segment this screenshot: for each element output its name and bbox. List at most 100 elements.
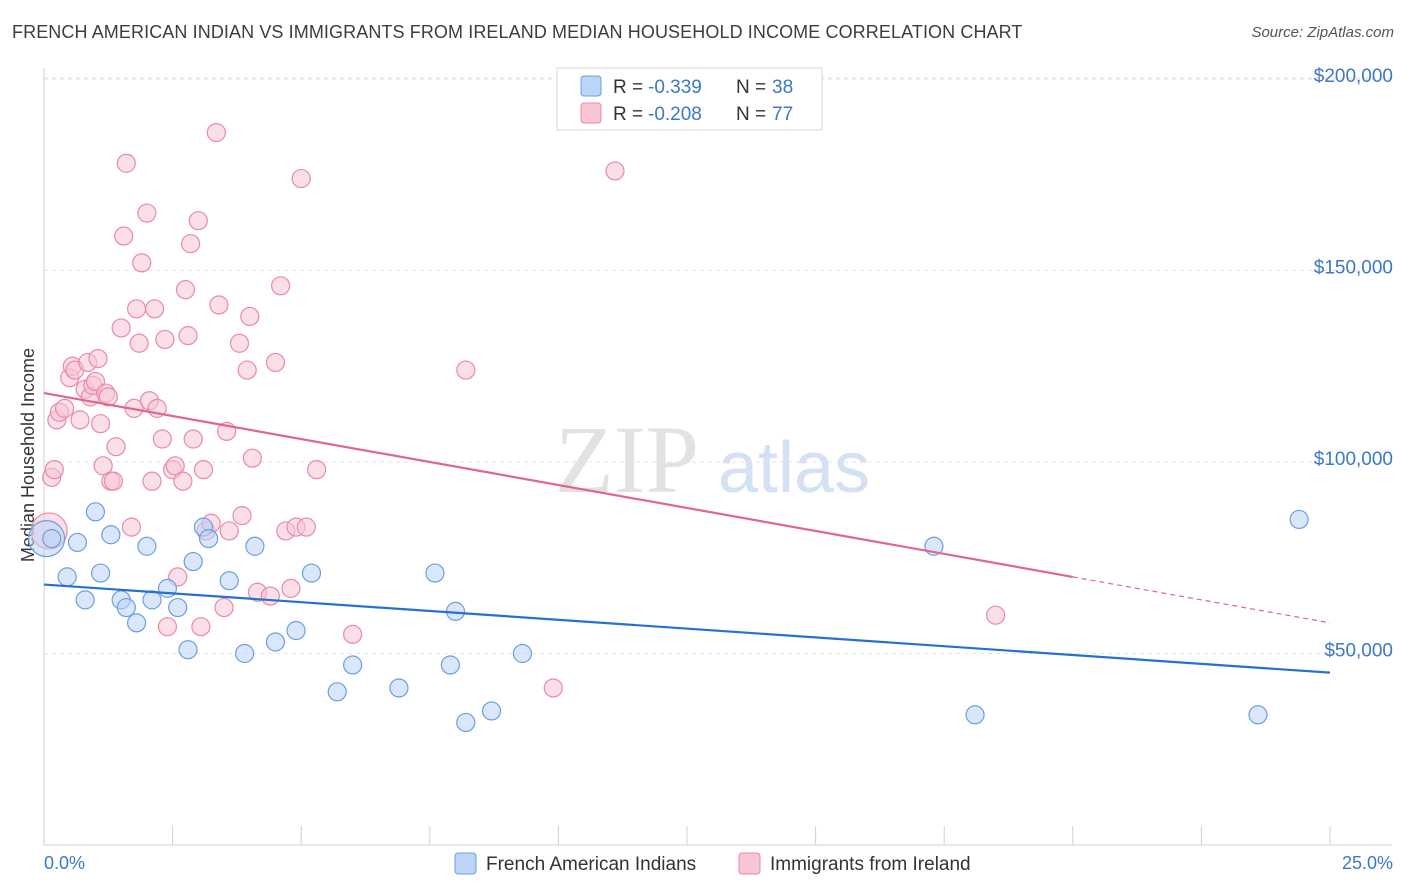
point-immigrants-from-ireland-75 bbox=[543, 678, 563, 698]
point-immigrants-from-ireland-26 bbox=[116, 153, 136, 173]
point-immigrants-from-ireland-30 bbox=[129, 333, 149, 353]
point-french-american-indians-28 bbox=[389, 678, 409, 698]
point-immigrants-from-ireland-45 bbox=[178, 326, 198, 346]
point-immigrants-from-ireland-58 bbox=[229, 333, 250, 353]
axes bbox=[43, 68, 1392, 846]
point-immigrants-from-ireland-53 bbox=[206, 123, 226, 143]
point-immigrants-from-ireland-77 bbox=[986, 605, 1006, 625]
stats-r-value-1: -0.339 bbox=[648, 77, 702, 98]
y-tick-label-2: $100,000 bbox=[1314, 449, 1393, 470]
point-immigrants-from-ireland-71 bbox=[296, 517, 316, 537]
stats-r-label-2: R = bbox=[613, 104, 643, 125]
point-french-american-indians-13 bbox=[142, 590, 162, 610]
point-french-american-indians-12 bbox=[137, 536, 157, 556]
point-immigrants-from-ireland-39 bbox=[157, 617, 178, 637]
point-immigrants-from-ireland-27 bbox=[121, 517, 142, 537]
point-french-american-indians-30 bbox=[440, 655, 460, 675]
data-points bbox=[27, 123, 1309, 733]
point-immigrants-from-ireland-16 bbox=[88, 348, 108, 369]
point-immigrants-from-ireland-50 bbox=[193, 460, 214, 480]
point-french-american-indians-37 bbox=[1248, 705, 1268, 725]
trend-lines bbox=[43, 391, 1331, 674]
stats-n-value-2: 77 bbox=[772, 104, 793, 125]
point-immigrants-from-ireland-43 bbox=[173, 471, 193, 491]
point-immigrants-from-ireland-31 bbox=[132, 253, 152, 273]
point-french-american-indians-14 bbox=[157, 578, 178, 598]
point-immigrants-from-ireland-73 bbox=[343, 624, 363, 644]
stats-swatch-french-american-indians bbox=[580, 75, 602, 97]
point-immigrants-from-ireland-20 bbox=[98, 387, 118, 407]
series-legend: French American Indians Immigrants from … bbox=[454, 852, 971, 875]
stats-r-value-2: -0.208 bbox=[648, 104, 702, 125]
point-immigrants-from-ireland-70 bbox=[291, 168, 311, 189]
point-french-american-indians-19 bbox=[199, 528, 219, 549]
point-immigrants-from-ireland-3 bbox=[44, 460, 64, 480]
x-tick-label-max: 25.0% bbox=[1342, 853, 1393, 873]
point-immigrants-from-ireland-64 bbox=[260, 586, 280, 606]
stats-n-value-1: 38 bbox=[772, 77, 793, 98]
point-french-american-indians-29 bbox=[425, 563, 445, 583]
point-immigrants-from-ireland-29 bbox=[126, 299, 147, 319]
point-immigrants-from-ireland-60 bbox=[237, 360, 257, 380]
legend-swatch-french-american-indians bbox=[454, 852, 477, 875]
point-french-american-indians-2 bbox=[42, 528, 62, 549]
point-immigrants-from-ireland-57 bbox=[219, 521, 239, 541]
chart-title: FRENCH AMERICAN INDIAN VS IMMIGRANTS FRO… bbox=[12, 22, 1023, 42]
point-french-american-indians-20 bbox=[219, 571, 239, 591]
point-immigrants-from-ireland-65 bbox=[265, 352, 286, 373]
point-immigrants-from-ireland-76 bbox=[605, 161, 625, 181]
point-immigrants-from-ireland-35 bbox=[144, 299, 165, 319]
point-immigrants-from-ireland-72 bbox=[307, 460, 327, 480]
point-french-american-indians-25 bbox=[301, 563, 322, 583]
point-french-american-indians-7 bbox=[90, 563, 111, 583]
watermark: ZIP atlas bbox=[555, 406, 870, 513]
point-immigrants-from-ireland-68 bbox=[281, 578, 301, 598]
trend-line-french-american-indians bbox=[43, 583, 1331, 674]
point-immigrants-from-ireland-49 bbox=[191, 617, 211, 637]
point-french-american-indians-6 bbox=[85, 502, 106, 522]
point-french-american-indians-22 bbox=[245, 536, 265, 556]
point-french-american-indians-11 bbox=[126, 613, 147, 633]
point-immigrants-from-ireland-46 bbox=[181, 234, 201, 254]
point-immigrants-from-ireland-61 bbox=[240, 306, 260, 327]
trend-line-immigrants-from-ireland bbox=[43, 391, 1073, 578]
point-immigrants-from-ireland-62 bbox=[242, 448, 262, 468]
point-immigrants-from-ireland-34 bbox=[142, 471, 162, 491]
y-tick-label-4: $200,000 bbox=[1314, 66, 1393, 87]
point-immigrants-from-ireland-74 bbox=[456, 360, 476, 380]
point-french-american-indians-21 bbox=[235, 643, 255, 664]
point-french-american-indians-27 bbox=[343, 655, 363, 675]
point-immigrants-from-ireland-18 bbox=[93, 456, 113, 476]
point-immigrants-from-ireland-48 bbox=[188, 211, 208, 231]
stats-swatch-immigrants-from-ireland bbox=[580, 102, 602, 124]
watermark-atlas: atlas bbox=[718, 428, 870, 508]
source-credit: Source: ZipAtlas.com bbox=[1251, 24, 1394, 41]
x-axis-ticks bbox=[43, 826, 1331, 845]
point-immigrants-from-ireland-32 bbox=[137, 203, 157, 223]
point-immigrants-from-ireland-22 bbox=[103, 471, 124, 491]
point-french-american-indians-5 bbox=[75, 590, 95, 610]
legend-label-french-american-indians: French American Indians bbox=[486, 854, 696, 875]
legend-label-immigrants-from-ireland: Immigrants from Ireland bbox=[770, 854, 971, 875]
point-french-american-indians-23 bbox=[265, 632, 286, 652]
point-immigrants-from-ireland-47 bbox=[183, 429, 203, 449]
point-french-american-indians-17 bbox=[183, 551, 203, 572]
stats-legend: R = -0.339 N = 38 R = -0.208 N = 77 bbox=[556, 67, 823, 131]
point-immigrants-from-ireland-37 bbox=[152, 429, 172, 449]
point-french-american-indians-15 bbox=[168, 597, 188, 618]
point-french-american-indians-34 bbox=[512, 643, 532, 664]
point-immigrants-from-ireland-54 bbox=[209, 295, 229, 315]
point-immigrants-from-ireland-55 bbox=[214, 597, 234, 618]
point-immigrants-from-ireland-66 bbox=[271, 276, 291, 296]
point-french-american-indians-24 bbox=[286, 620, 306, 641]
stats-n-label-1: N = bbox=[736, 77, 766, 98]
point-immigrants-from-ireland-23 bbox=[106, 437, 126, 457]
point-immigrants-from-ireland-10 bbox=[70, 410, 90, 430]
point-immigrants-from-ireland-25 bbox=[114, 226, 134, 246]
point-immigrants-from-ireland-6 bbox=[54, 398, 75, 418]
point-immigrants-from-ireland-38 bbox=[155, 329, 175, 350]
point-french-american-indians-3 bbox=[57, 567, 77, 587]
y-axis-label: Median Household Income bbox=[18, 348, 38, 562]
y-tick-label-3: $150,000 bbox=[1314, 258, 1393, 279]
